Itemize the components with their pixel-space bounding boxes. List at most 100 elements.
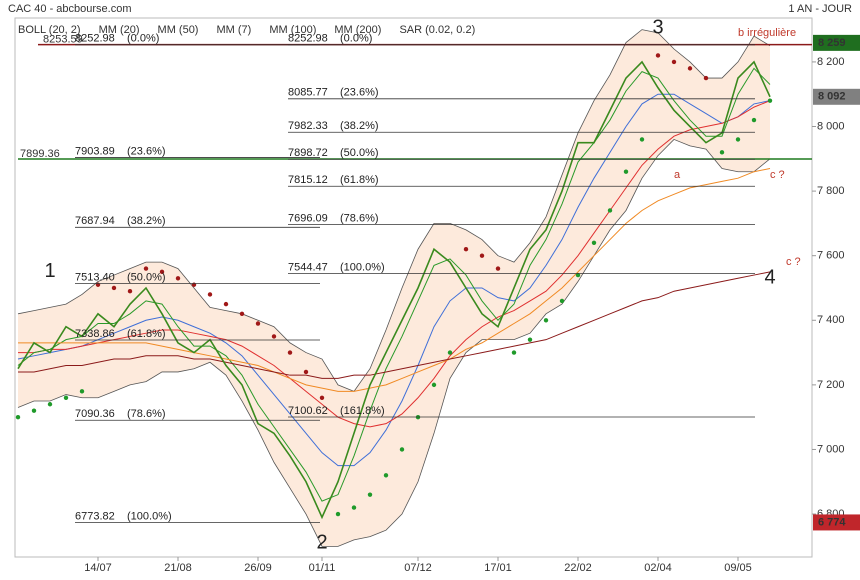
sar-dot xyxy=(559,298,565,304)
chart-title: CAC 40 - abcbourse.com xyxy=(8,3,132,15)
fib-pct: (78.6%) xyxy=(127,408,166,420)
legend-entry: MM (20) xyxy=(99,24,140,36)
sar-dot xyxy=(591,240,597,245)
sar-dot xyxy=(735,137,741,142)
sar-dot xyxy=(623,169,629,174)
y-tick-label: 7 800 xyxy=(817,185,845,197)
fib-value: 7696.09 xyxy=(288,213,328,225)
price-tag-label: 8 092 xyxy=(818,91,846,103)
fib-pct: (161.8%) xyxy=(340,405,385,417)
sar-dot xyxy=(431,382,437,388)
sar-dot xyxy=(607,208,613,213)
level-label: 7899.36 xyxy=(20,148,60,160)
legend-entry: MM (50) xyxy=(158,24,199,36)
fib-value: 7903.89 xyxy=(75,145,115,157)
sar-dot xyxy=(543,318,549,323)
moving-average xyxy=(18,168,771,392)
wave-label: 3 xyxy=(652,16,663,38)
sar-dot xyxy=(719,150,725,155)
level-label: 8253.59 xyxy=(43,34,83,46)
fib-value: 8252.98 xyxy=(288,33,328,45)
sar-dot xyxy=(399,447,405,452)
sar-dot xyxy=(15,414,21,420)
sar-dot xyxy=(671,59,677,65)
sar-dot xyxy=(367,492,373,497)
price-line xyxy=(17,60,771,520)
fib-pct: (23.6%) xyxy=(127,145,166,157)
sar-dot xyxy=(255,321,261,326)
fib-value: 6773.82 xyxy=(75,510,115,522)
sar-dot xyxy=(495,266,501,271)
sar-dot xyxy=(223,301,229,307)
sar-dot xyxy=(303,369,309,375)
sar-dot xyxy=(191,282,197,287)
annotation: a xyxy=(674,169,681,181)
moving-average xyxy=(18,100,771,428)
sar-dot xyxy=(767,98,773,103)
x-tick-label: 02/04 xyxy=(644,562,672,574)
sar-dot xyxy=(351,505,357,510)
fib-pct: (23.6%) xyxy=(340,87,379,99)
bollinger-upper xyxy=(17,29,771,392)
sar-dot xyxy=(687,66,693,71)
fib-value: 7090.36 xyxy=(75,408,115,420)
fib-pct: (100.0%) xyxy=(340,262,385,274)
sar-dot xyxy=(207,292,213,297)
wave-label: 2 xyxy=(316,531,327,553)
fib-pct: (50.0%) xyxy=(127,272,166,284)
sar-dot xyxy=(79,389,85,394)
x-tick-label: 26/09 xyxy=(244,562,272,574)
moving-average xyxy=(18,271,771,379)
y-tick-label: 7 600 xyxy=(817,250,845,262)
period: 1 AN - JOUR xyxy=(788,3,852,15)
sar-dot xyxy=(479,253,485,258)
sar-dot xyxy=(655,53,661,58)
legend-entry: SAR (0.02, 0.2) xyxy=(399,24,475,36)
annotation: b irrégulière xyxy=(738,27,796,39)
price-tag-label: 6 774 xyxy=(818,516,846,528)
fib-pct: (100.0%) xyxy=(127,510,172,522)
sar-dot xyxy=(463,247,469,252)
x-tick-label: 07/12 xyxy=(404,562,432,574)
price-tag xyxy=(813,514,860,531)
sar-dot xyxy=(335,511,341,517)
x-tick-label: 01/11 xyxy=(309,562,336,574)
sar-dot xyxy=(287,350,293,355)
fib-pct: (0.0%) xyxy=(340,33,372,45)
fib-value: 7100.62 xyxy=(288,405,328,417)
fib-value: 8085.77 xyxy=(288,87,328,99)
fib-pct: (38.2%) xyxy=(340,120,379,132)
legend: BOLL (20, 2) MM (20) MM (50) MM (7) MM (100)… xyxy=(18,24,475,36)
fib-value: 7687.94 xyxy=(75,215,115,227)
sar-dot xyxy=(511,350,517,355)
y-tick-label: 8 200 xyxy=(817,56,845,68)
legend-entry: MM (200) xyxy=(334,24,381,36)
x-tick-label: 17/01 xyxy=(484,562,512,574)
sar-dot xyxy=(447,350,453,355)
fib-value: 8252.98 xyxy=(75,33,115,45)
sar-dot xyxy=(31,408,37,413)
annotation: c ? xyxy=(786,256,801,268)
sar-dot xyxy=(111,285,117,291)
fib-pct: (38.2%) xyxy=(127,215,166,227)
x-tick-label: 22/02 xyxy=(564,562,592,574)
fib-value: 7898.72 xyxy=(288,147,328,159)
sar-dot xyxy=(63,395,69,400)
fib-value: 7338.86 xyxy=(75,328,115,340)
fib-pct: (78.6%) xyxy=(340,213,379,225)
sar-dot xyxy=(159,269,165,275)
sar-dot xyxy=(319,395,325,400)
y-tick-label: 8 000 xyxy=(817,120,845,132)
wave-label: 4 xyxy=(764,267,775,289)
legend-entry: MM (7) xyxy=(216,24,251,36)
wave-label: 1 xyxy=(44,260,55,282)
annotation: c ? xyxy=(770,169,785,181)
sar-dot xyxy=(751,117,757,123)
sar-dot xyxy=(175,276,181,281)
x-tick-label: 21/08 xyxy=(164,562,192,574)
fib-value: 7815.12 xyxy=(288,174,328,186)
fib-value: 7982.33 xyxy=(288,120,328,132)
price-tag-label: 8 259 xyxy=(818,37,846,49)
fib-pct: (50.0%) xyxy=(340,147,379,159)
